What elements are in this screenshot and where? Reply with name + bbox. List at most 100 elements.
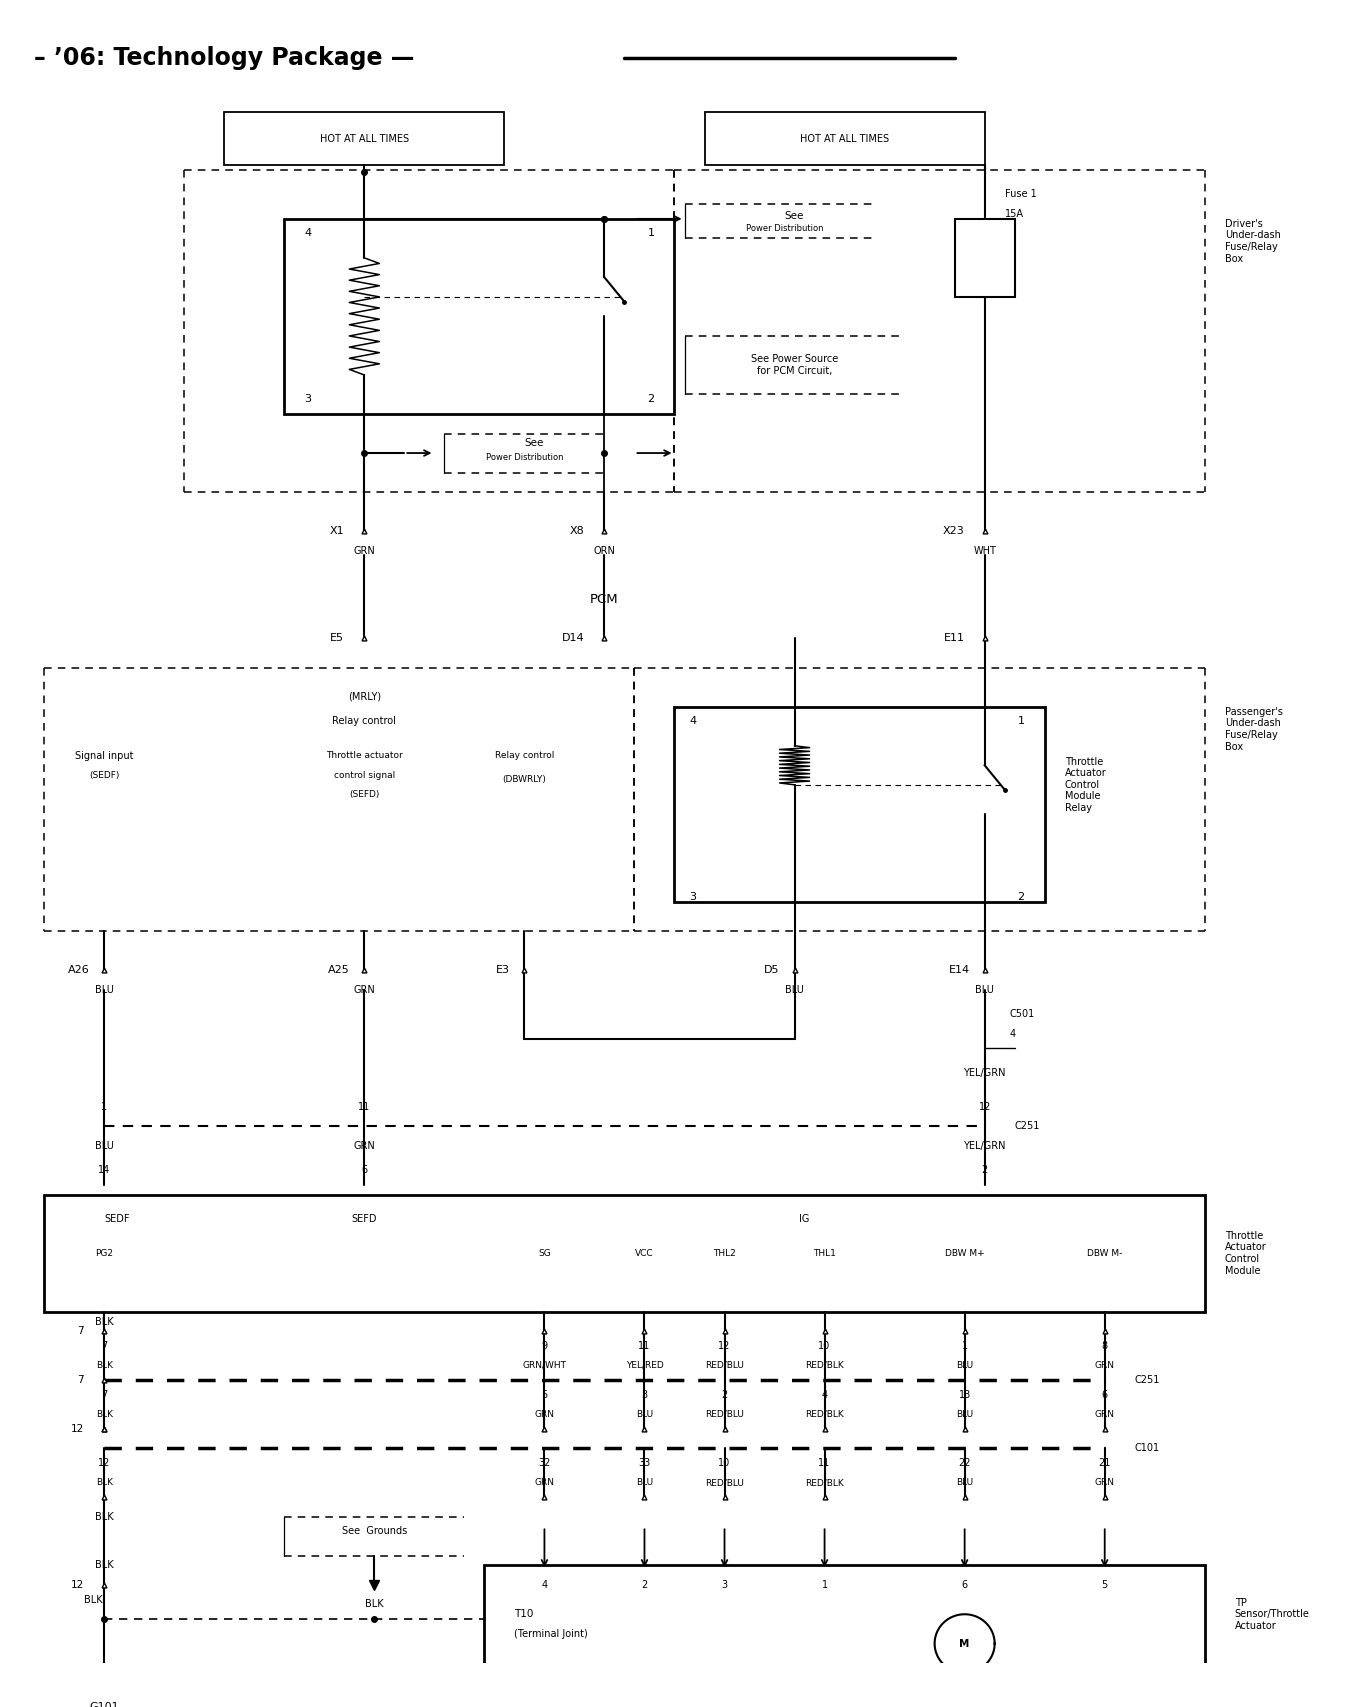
Text: C251: C251 [1135, 1376, 1161, 1384]
Text: See: See [525, 439, 544, 449]
Text: 21: 21 [1098, 1458, 1110, 1468]
Text: DBW M-: DBW M- [1087, 1250, 1123, 1258]
Bar [484, 1565, 1205, 1707]
Text: 3: 3 [641, 1389, 647, 1400]
Text: BLU: BLU [95, 985, 114, 995]
Text: 2: 2 [722, 1389, 727, 1400]
Text: BLU: BLU [957, 1360, 973, 1371]
Text: 2: 2 [981, 1166, 988, 1174]
Text: Signal input: Signal input [75, 751, 133, 761]
Text: BLK: BLK [95, 1478, 113, 1487]
Text: HOT AT ALL TIMES: HOT AT ALL TIMES [800, 133, 889, 143]
Text: GRN: GRN [1095, 1478, 1114, 1487]
Text: 1: 1 [1018, 717, 1025, 727]
Text: GRN: GRN [353, 546, 375, 555]
Text: X1: X1 [330, 526, 344, 536]
Text: GRN: GRN [1095, 1410, 1114, 1419]
Text: BLU: BLU [957, 1478, 973, 1487]
Text: Relay control: Relay control [495, 751, 554, 760]
Bar [45, 1195, 1205, 1311]
Text: Throttle
Actuator
Control
Module: Throttle Actuator Control Module [1224, 1231, 1267, 1275]
Text: Power Distribution: Power Distribution [746, 224, 824, 234]
Text: WHT: WHT [973, 546, 996, 555]
Text: 4: 4 [541, 1581, 548, 1589]
Text: TP
Sensor/Throttle
Actuator: TP Sensor/Throttle Actuator [1235, 1598, 1310, 1630]
Bar [954, 218, 1015, 297]
Text: GRN: GRN [353, 1140, 375, 1151]
Text: See Power Source
for PCM Circuit,: See Power Source for PCM Circuit, [752, 355, 839, 376]
Text: (SEDF): (SEDF) [90, 770, 120, 780]
Text: 12: 12 [719, 1342, 731, 1350]
Text: GRN: GRN [353, 985, 375, 995]
Text: 10: 10 [719, 1458, 731, 1468]
Text: 3: 3 [304, 394, 311, 405]
Text: M: M [959, 1639, 970, 1649]
Text: 4: 4 [1010, 1029, 1015, 1038]
Text: ORN: ORN [594, 546, 616, 555]
Text: D14: D14 [561, 633, 584, 644]
Text: 5: 5 [541, 1389, 548, 1400]
Text: C251: C251 [1015, 1121, 1040, 1132]
Text: 1: 1 [962, 1342, 968, 1350]
Text: 14: 14 [98, 1166, 110, 1174]
Text: 12: 12 [978, 1101, 991, 1111]
Text: 32: 32 [538, 1458, 550, 1468]
Text: C501: C501 [1010, 1009, 1036, 1019]
Text: Driver's
Under-dash
Fuse/Relay
Box: Driver's Under-dash Fuse/Relay Box [1224, 218, 1280, 263]
Text: Relay control: Relay control [333, 717, 397, 727]
Text: BLK: BLK [95, 1512, 114, 1521]
Text: 7: 7 [77, 1376, 84, 1384]
Text: D5: D5 [764, 964, 780, 975]
Text: 2: 2 [1018, 893, 1025, 901]
Text: 5: 5 [1102, 1581, 1108, 1589]
Text: 6: 6 [361, 1166, 367, 1174]
Text: BLU: BLU [957, 1410, 973, 1419]
Text: T10: T10 [515, 1610, 534, 1620]
Text: G101: G101 [90, 1702, 120, 1707]
Text: RED/BLU: RED/BLU [705, 1478, 743, 1487]
Text: SG: SG [538, 1250, 550, 1258]
Text: PG2: PG2 [95, 1250, 113, 1258]
Bar [284, 218, 674, 415]
Text: PCM: PCM [590, 592, 618, 606]
Text: BLK: BLK [95, 1410, 113, 1419]
Text: GRN/WHT: GRN/WHT [522, 1360, 567, 1371]
Text: 22: 22 [958, 1458, 970, 1468]
Text: THL1: THL1 [813, 1250, 836, 1258]
Text: 2: 2 [641, 1581, 648, 1589]
Text: – ’06: Technology Package —: – ’06: Technology Package — [34, 46, 414, 70]
Text: control signal: control signal [334, 770, 395, 780]
Text: See: See [784, 212, 805, 220]
Text: (SEFD): (SEFD) [349, 790, 379, 799]
Text: A25: A25 [328, 964, 349, 975]
Text: 33: 33 [639, 1458, 651, 1468]
Text: BLU: BLU [95, 1140, 114, 1151]
Text: 12: 12 [71, 1581, 84, 1589]
Text: 1: 1 [821, 1581, 828, 1589]
Text: 3: 3 [722, 1581, 727, 1589]
Text: YEL/GRN: YEL/GRN [964, 1067, 1006, 1077]
Text: 4: 4 [689, 717, 697, 727]
Text: 8: 8 [1102, 1342, 1108, 1350]
Text: SEDF: SEDF [105, 1214, 129, 1224]
Text: See  Grounds: See Grounds [341, 1526, 406, 1536]
Text: BLK: BLK [95, 1560, 114, 1570]
Text: 12: 12 [71, 1424, 84, 1434]
Text: E11: E11 [943, 633, 965, 644]
Text: 7: 7 [101, 1342, 107, 1350]
Text: 6: 6 [962, 1581, 968, 1589]
Text: RED/BLU: RED/BLU [705, 1360, 743, 1371]
Text: A26: A26 [68, 964, 90, 975]
Text: RED/BLK: RED/BLK [805, 1410, 844, 1419]
Circle shape [935, 1615, 995, 1673]
Text: BLU: BLU [976, 985, 993, 995]
Text: 4: 4 [821, 1389, 828, 1400]
Text: 11: 11 [818, 1458, 830, 1468]
Text: 13: 13 [958, 1389, 970, 1400]
Text: RED/BLU: RED/BLU [705, 1410, 743, 1419]
Text: BLU: BLU [636, 1410, 654, 1419]
Text: 1: 1 [101, 1101, 107, 1111]
Text: 6: 6 [1102, 1389, 1108, 1400]
Text: GRN: GRN [534, 1478, 554, 1487]
Text: 9: 9 [541, 1342, 548, 1350]
